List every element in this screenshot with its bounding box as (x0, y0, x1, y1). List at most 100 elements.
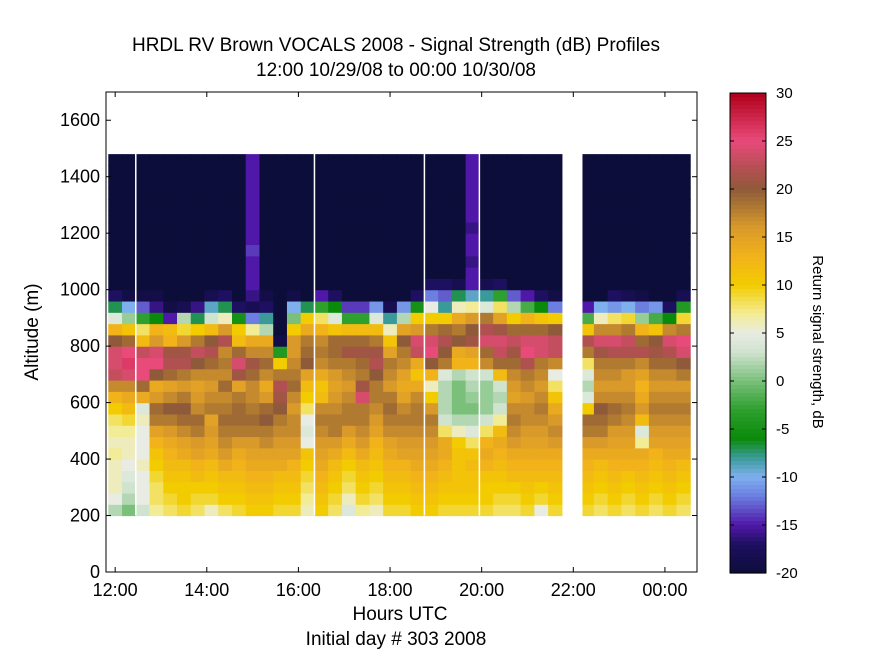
heatmap-cell (520, 199, 535, 212)
heatmap-cell (163, 233, 178, 246)
heatmap-cell (580, 459, 595, 471)
heatmap-cell (177, 425, 192, 438)
heatmap-cell (355, 244, 371, 257)
heatmap-cell (648, 391, 664, 404)
heatmap-cell (676, 481, 691, 494)
heatmap-cell (493, 481, 508, 494)
heatmap-cell (355, 470, 371, 483)
heatmap-cell (177, 492, 192, 505)
heatmap-cell (621, 300, 636, 313)
heatmap-cell (204, 244, 219, 257)
heatmap-cell (493, 154, 508, 167)
heatmap-cell (451, 492, 467, 505)
heatmap-cell (108, 267, 123, 279)
heatmap-cell (506, 176, 522, 189)
heatmap-cell (383, 221, 398, 234)
heatmap-cell (341, 447, 357, 460)
heatmap-cell (328, 504, 343, 517)
heatmap-cell (245, 391, 261, 404)
heatmap-cell (410, 300, 425, 313)
heatmap-cell (369, 199, 384, 212)
colorbar-swatch (730, 185, 766, 190)
heatmap-cell (383, 312, 398, 325)
heatmap-cell (635, 255, 650, 268)
heatmap-cell (410, 255, 425, 268)
heatmap-cell (465, 459, 480, 471)
heatmap-cell (593, 255, 609, 268)
heatmap-cell (548, 312, 563, 325)
heatmap-cell (396, 357, 412, 370)
heatmap-cell (621, 267, 636, 279)
heatmap-cell (341, 504, 357, 517)
heatmap-cell (328, 154, 343, 167)
heatmap-cell (135, 300, 151, 313)
heatmap-cell (465, 436, 480, 449)
heatmap-cell (149, 244, 164, 257)
heatmap-cell (635, 278, 650, 291)
heatmap-cell (231, 221, 247, 234)
heatmap-cell (245, 357, 261, 370)
heatmap-cell (259, 221, 274, 234)
heatmap-cell (662, 380, 677, 392)
heatmap-cell (149, 436, 164, 449)
heatmap-cell (149, 199, 164, 212)
heatmap-cell (465, 380, 480, 392)
heatmap-cell (273, 481, 288, 494)
heatmap-cell (621, 199, 636, 212)
heatmap-cell (369, 357, 384, 370)
heatmap-cell (662, 492, 677, 505)
colorbar-swatch (730, 385, 766, 390)
heatmap-cell (548, 346, 563, 359)
heatmap-cell (190, 312, 206, 325)
heatmap-cell (424, 391, 439, 404)
heatmap-cell (396, 210, 412, 223)
heatmap-cell (355, 176, 371, 189)
heatmap-cell (383, 278, 398, 291)
heatmap-cell (548, 233, 563, 246)
heatmap-cell (534, 188, 549, 200)
heatmap-cell (286, 481, 302, 494)
heatmap-cell (451, 188, 467, 200)
heatmap-cell (580, 244, 595, 257)
heatmap-cell (396, 436, 412, 449)
heatmap-cell (328, 278, 343, 291)
heatmap-cell (593, 267, 609, 279)
heatmap-cell (676, 165, 691, 178)
colorbar-swatch (730, 221, 766, 226)
heatmap-cell (259, 391, 274, 404)
colorbar-swatch (730, 245, 766, 250)
heatmap-cell (621, 413, 636, 426)
heatmap-cell (273, 233, 288, 246)
heatmap-cell (662, 402, 677, 415)
heatmap-cell (231, 357, 247, 370)
heatmap-cell (607, 459, 622, 471)
heatmap-cell (122, 199, 137, 212)
heatmap-cell (506, 154, 522, 167)
heatmap-cell (259, 413, 274, 426)
heatmap-cell (410, 459, 425, 471)
colorbar-swatch (730, 153, 766, 158)
heatmap-cell (108, 278, 123, 291)
heatmap-cell (300, 357, 316, 370)
chart-subtitle: 12:00 10/29/08 to 00:00 10/30/08 (256, 60, 536, 81)
heatmap-cell (300, 255, 316, 268)
heatmap-cell (190, 244, 206, 257)
heatmap-cell (534, 289, 549, 302)
heatmap-cell (314, 447, 329, 460)
heatmap-cell (520, 289, 535, 302)
heatmap-cell (607, 244, 622, 257)
heatmap-cell (218, 334, 233, 347)
heatmap-cell (122, 255, 137, 268)
heatmap-cell (520, 323, 535, 336)
heatmap-cell (286, 300, 302, 313)
heatmap-cell (383, 199, 398, 212)
heatmap-cell (580, 199, 595, 212)
heatmap-cell (676, 233, 691, 246)
heatmap-cell (149, 300, 164, 313)
heatmap-cell (506, 165, 522, 178)
heatmap-cell (479, 334, 494, 347)
colorbar-swatch (730, 217, 766, 222)
heatmap-cell (424, 357, 439, 370)
colorbar-tick-label: -5 (776, 421, 789, 438)
heatmap-cell (355, 459, 371, 471)
